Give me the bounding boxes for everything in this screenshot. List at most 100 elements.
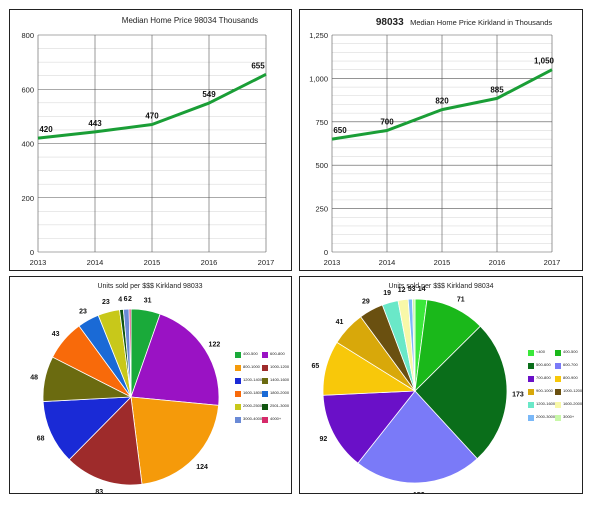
slice-label: 31 [144,297,152,304]
data-label: 700 [380,117,394,126]
x-tick-label: 2014 [87,258,104,267]
slice-label: 124 [196,464,208,471]
legend-label: 3000+ [563,414,575,419]
pie-slice [130,396,220,485]
line-chart-panel-98033: 98033 Median Home Price Kirkland in Thou… [299,9,583,271]
legend-item: 1600-2000 [555,401,583,413]
slice-label: 48 [30,374,38,381]
legend-item: 1200-1600 [528,401,555,413]
pie-chart-98034: Units sold per $$$ Kirkland 98034 14 71 17… [311,283,524,499]
x-tick-label: 2013 [324,258,341,267]
legend-label: 1600-2000 [563,401,583,406]
legend-swatch [235,417,241,423]
legend-item: 2501-3000 [262,403,289,415]
svg-text:98033 Median Home Price: 98033 Median Home Price Kirkland in Thou… [376,12,553,29]
slice-label: 23 [79,308,87,315]
slice-label: 12 [398,287,406,294]
legend-swatch [262,391,268,397]
chart-title: Units sold per $$$ Kirkland 98034 [388,283,493,290]
slice-label: 3 [412,286,416,293]
legend-swatch [555,376,561,382]
legend-label: 4000+ [270,416,282,421]
series-line [331,68,553,141]
y-tick-label: 0 [324,248,328,257]
line-chart-98034: Median Home Price 98034 Thousands 0 200 40… [21,16,275,267]
slice-label: 2 [128,296,132,303]
line-chart-panel-98034: Median Home Price 98034 Thousands 0 200 40… [9,9,292,271]
data-label: 650 [333,126,347,135]
legend-swatch [235,365,241,371]
pie-chart-98033: Units sold per $$$ Kirkland 98033 31 122 1… [30,283,221,496]
legend-label: 1200-1400 [243,377,263,382]
slice-label: 83 [95,489,103,493]
data-label: 820 [435,97,449,106]
legend-swatch [262,417,268,423]
x-tick-label: 2014 [379,258,396,267]
slice-label: 6 [124,296,128,303]
data-label: 1,050 [534,57,555,66]
y-tick-label: 800 [21,31,34,40]
pie-chart-panel-98034: Units sold per $$$ Kirkland 98034 14 71 17… [299,276,583,499]
pie-slice [130,313,220,406]
data-label: 420 [39,125,53,134]
x-tick-label: 2016 [489,258,506,267]
legend-label: 600-800 [270,351,285,356]
slice-label: 71 [457,297,465,304]
legend-swatch [528,415,534,421]
slice-label: 5 [408,286,412,293]
pie-slice [357,390,478,484]
x-tick-label: 2015 [144,258,161,267]
legend-label: 1600-1800 [243,390,263,395]
slice-label: 29 [362,298,370,305]
slice-label: 173 [512,391,524,398]
pie-slice [42,396,133,461]
legend-label: 400-500 [243,351,258,356]
legend-swatch [555,350,561,356]
slice-label: 152 [413,492,425,493]
legend-label: 800-900 [563,375,578,380]
legend-item: 1000-1200 [555,388,583,400]
legend-item: <400 [528,349,554,361]
y-tick-label: 1,000 [309,74,328,83]
data-label: 549 [202,90,216,99]
slice-label: 92 [319,436,327,443]
chart-title: Median Home Price 98034 Thousands [122,16,258,25]
x-tick-label: 2016 [201,258,218,267]
legend-item: 3000-4000 [235,416,262,428]
legend-label: <400 [536,349,546,354]
legend-item: 4000+ [262,416,288,428]
legend-swatch [528,389,534,395]
y-tick-label: 750 [315,118,328,127]
legend-item: 500-600 [528,362,554,374]
legend-label: 500-600 [536,362,551,367]
slice-label: 41 [336,319,344,326]
slice-label: 14 [418,286,426,293]
x-tick-label: 2017 [258,258,275,267]
legend-swatch [528,363,534,369]
legend-label: 900-1000 [536,388,553,393]
chart-title-zip: 98033 [376,17,404,28]
y-tick-label: 500 [315,161,328,170]
legend-label: 1800-2000 [270,390,290,395]
pie-legend-98034: <400 400-500 500-600 600-700 700-800 800-900 9… [528,349,583,439]
legend-label: 400-500 [563,349,578,354]
slice-label: 65 [311,363,319,370]
legend-swatch [262,404,268,410]
legend-swatch [262,378,268,384]
slice-label: 122 [209,342,221,349]
legend-label: 800-1000 [243,364,260,369]
legend-item: 700-800 [528,375,554,387]
y-tick-label: 200 [21,194,34,203]
legend-item: 1600-1800 [235,390,263,402]
y-tick-label: 1,250 [309,31,328,40]
legend-label: 600-700 [563,362,578,367]
x-tick-label: 2013 [30,258,47,267]
legend-swatch [528,350,534,356]
slice-label: 4 [118,297,122,304]
data-label: 470 [145,112,159,121]
pie-chart-panel-98033: Units sold per $$$ Kirkland 98033 31 122 1… [9,276,292,496]
legend-label: 2000-3000 [536,414,556,419]
pie-slice [414,325,508,460]
legend-label: 1000-1200 [563,388,583,393]
legend-swatch [262,352,268,358]
